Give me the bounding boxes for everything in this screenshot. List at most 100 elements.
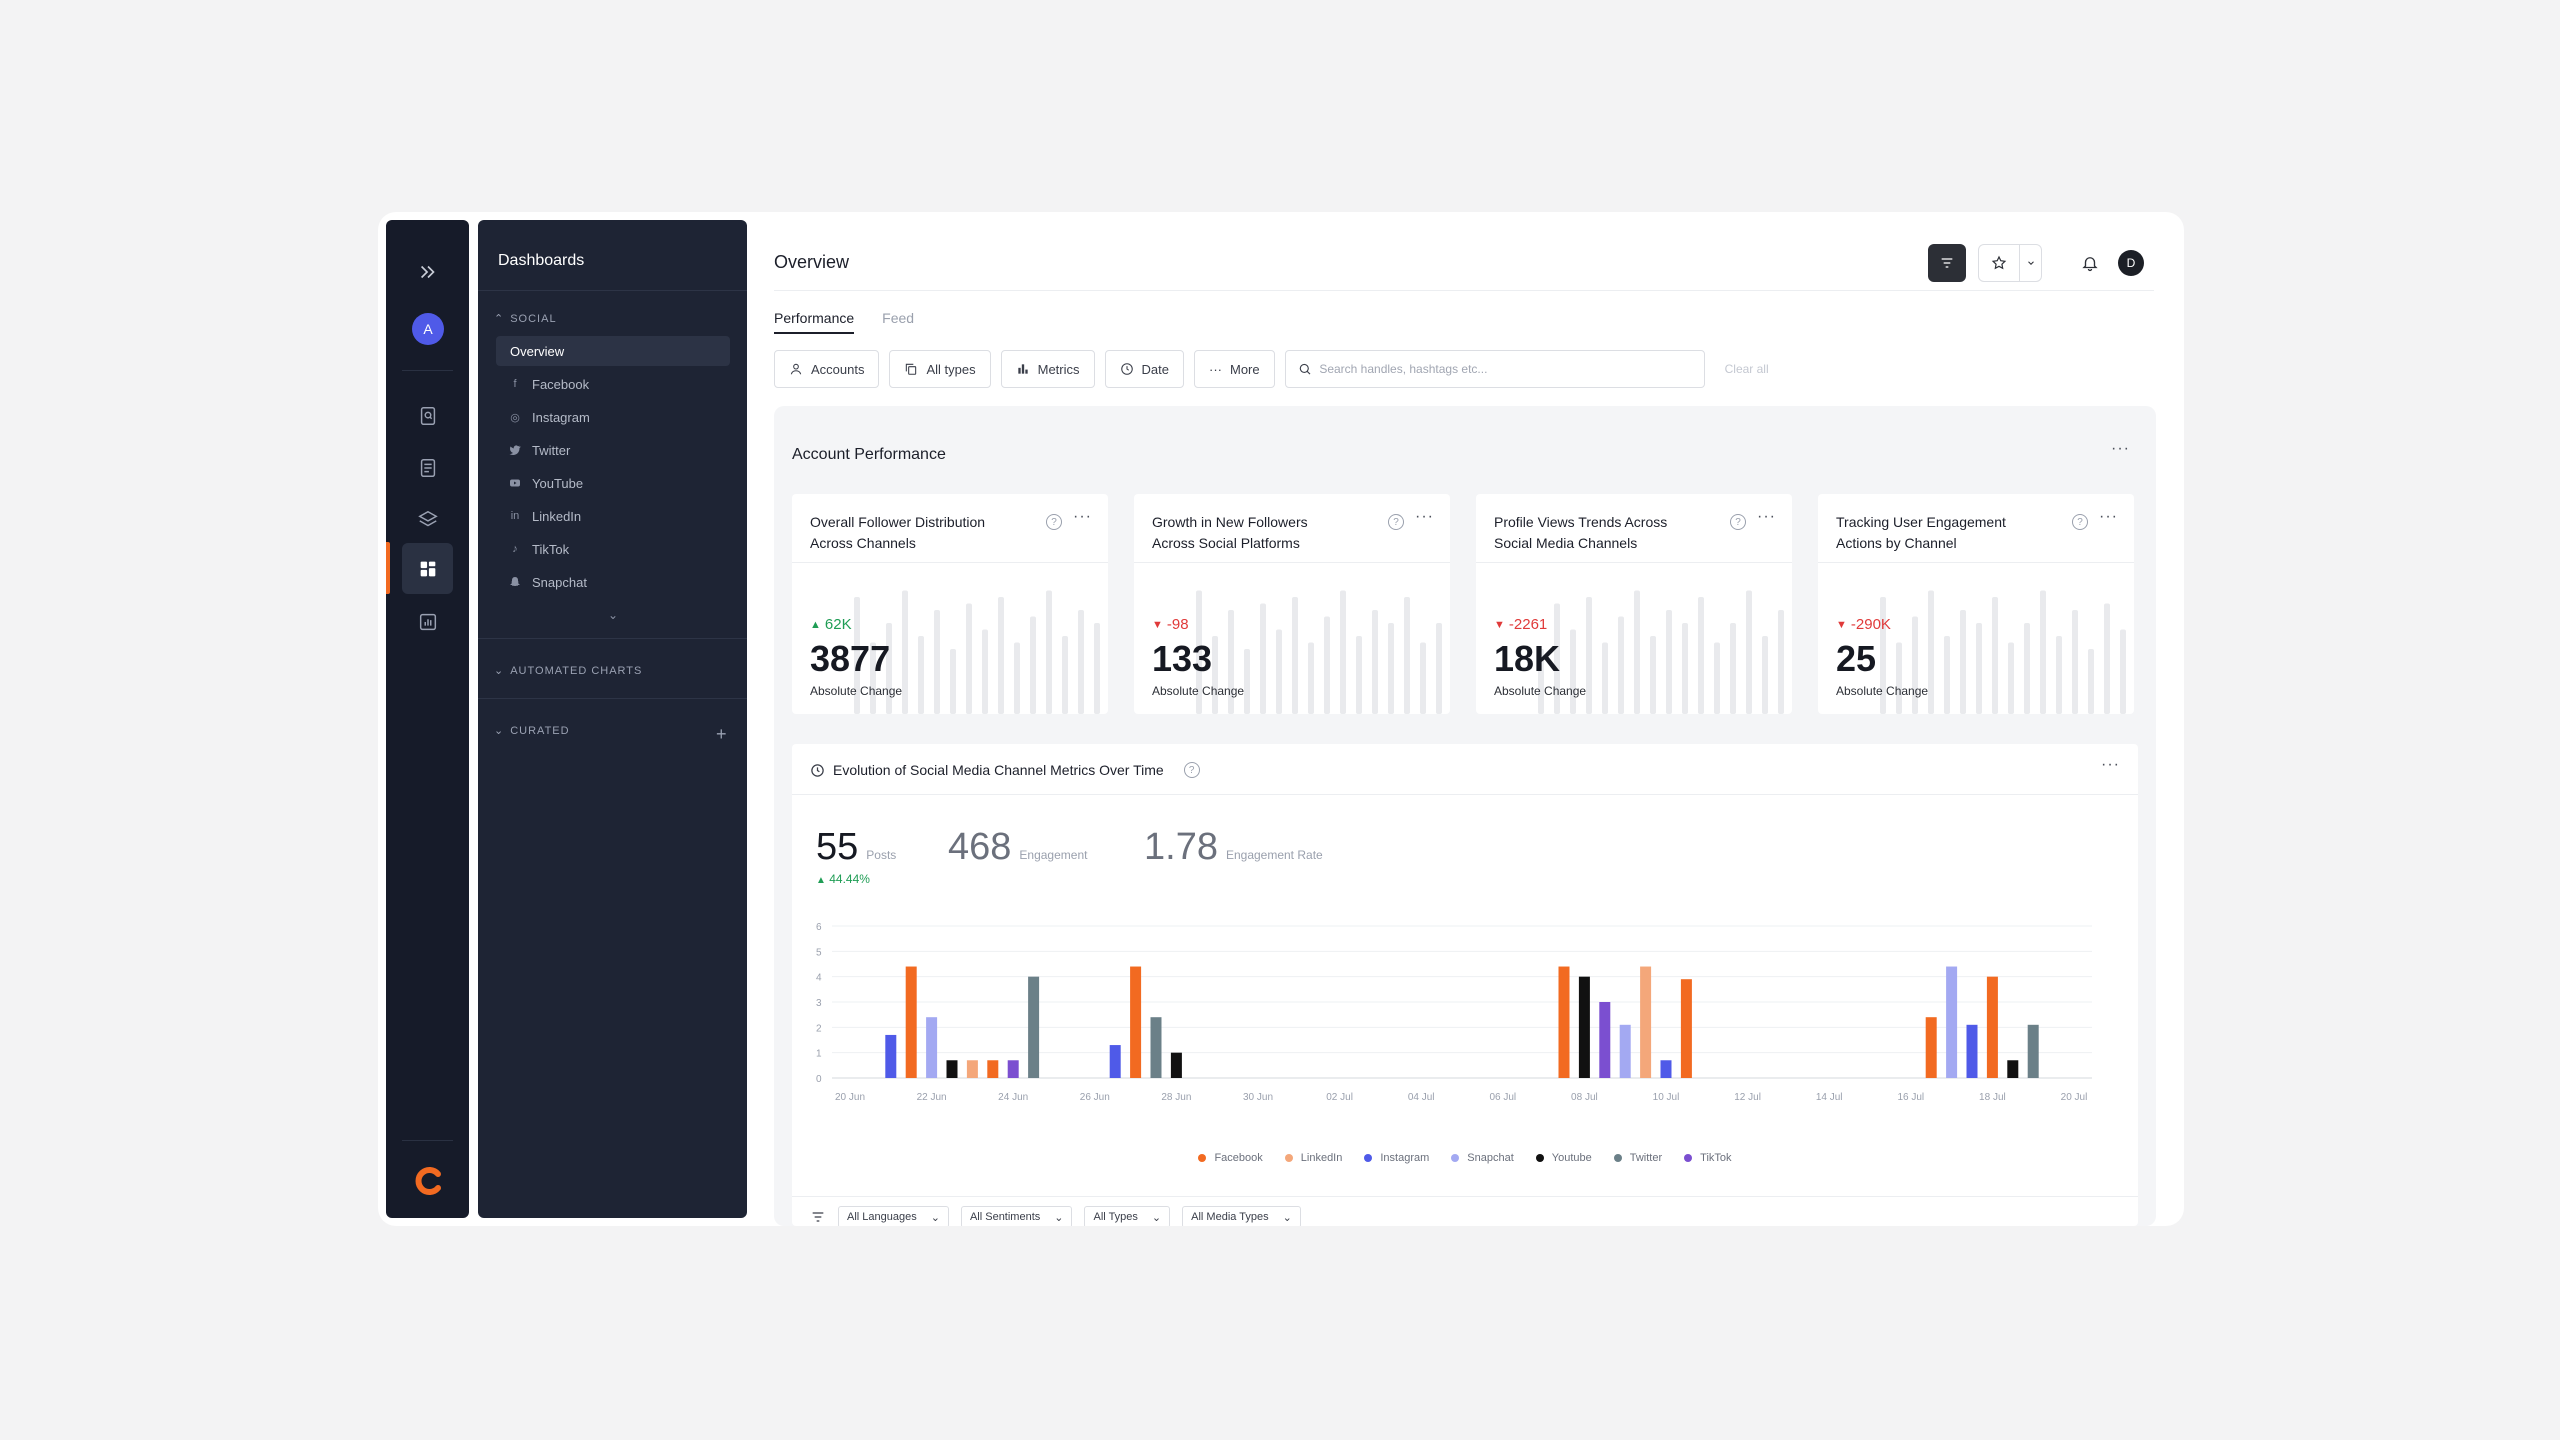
bar-instagram[interactable] xyxy=(1966,1024,1978,1078)
tab-performance[interactable]: Performance xyxy=(774,310,855,334)
ellipsis-icon: ··· xyxy=(1208,361,1222,377)
help-icon[interactable]: ? xyxy=(1046,514,1062,530)
user-avatar[interactable]: D xyxy=(2118,250,2144,276)
chevron-down-icon[interactable] xyxy=(2019,245,2041,281)
filter-icon[interactable] xyxy=(810,1209,826,1225)
sidebar-item-facebook[interactable]: f Facebook xyxy=(496,369,730,399)
layers-icon[interactable] xyxy=(402,494,453,545)
decorative-bar xyxy=(1960,610,1966,714)
bar-facebook[interactable] xyxy=(987,1060,999,1078)
clock-icon xyxy=(811,763,824,777)
decorative-bar xyxy=(1436,623,1442,714)
sentiments-select[interactable]: All Sentiments ⌄ xyxy=(960,1206,1073,1226)
bar-snapchat[interactable] xyxy=(1619,1024,1631,1078)
bar-instagram[interactable] xyxy=(1109,1045,1121,1078)
bar-instagram[interactable] xyxy=(1660,1060,1672,1078)
legend-item-tiktok[interactable]: TikTok xyxy=(1684,1152,1732,1164)
legend-item-facebook[interactable]: Facebook xyxy=(1198,1152,1263,1164)
bar-youtube[interactable] xyxy=(1578,976,1590,1078)
divider xyxy=(478,290,747,291)
bar-facebook[interactable] xyxy=(1558,966,1570,1078)
divider xyxy=(1476,562,1792,563)
workspace-avatar[interactable]: A xyxy=(412,313,444,345)
add-curated-icon[interactable]: + xyxy=(716,724,727,744)
legend-item-linkedin[interactable]: LinkedIn xyxy=(1284,1152,1342,1164)
types-select[interactable]: All Types ⌄ xyxy=(1084,1206,1171,1226)
bar-twitter[interactable] xyxy=(1150,1017,1162,1078)
legend-item-youtube[interactable]: Youtube xyxy=(1535,1152,1592,1164)
search-box[interactable] xyxy=(1284,350,1705,388)
help-icon[interactable]: ? xyxy=(1183,762,1200,778)
bar-facebook[interactable] xyxy=(1130,966,1142,1078)
bar-youtube[interactable] xyxy=(946,1060,958,1078)
bar-youtube[interactable] xyxy=(2007,1060,2019,1078)
y-tick-label: 2 xyxy=(816,1023,822,1034)
section-automated-charts[interactable]: ⌄ AUTOMATED CHARTS xyxy=(494,664,643,678)
sidebar-item-tiktok[interactable]: ♪ TikTok xyxy=(496,534,730,564)
date-filter-button[interactable]: Date xyxy=(1104,350,1184,388)
metric-card[interactable]: Growth in New Followers Across Social Pl… xyxy=(1134,494,1450,714)
tab-feed[interactable]: Feed xyxy=(882,310,915,326)
sidebar-item-snapchat[interactable]: Snapchat xyxy=(496,567,730,597)
bar-youtube[interactable] xyxy=(1170,1052,1182,1078)
show-more-chevron-icon[interactable]: ⌄ xyxy=(608,608,619,622)
legend-item-snapchat[interactable]: Snapchat xyxy=(1451,1152,1514,1164)
legend-item-instagram[interactable]: Instagram xyxy=(1364,1152,1429,1164)
card-menu-icon[interactable]: ··· xyxy=(1073,508,1092,525)
metric-card[interactable]: Tracking User Engagement Actions by Chan… xyxy=(1818,494,2134,714)
document-icon[interactable] xyxy=(402,442,453,493)
metric-card[interactable]: Profile Views Trends Across Social Media… xyxy=(1476,494,1792,714)
bar-twitter[interactable] xyxy=(2027,1024,2039,1078)
sidebar-item-youtube[interactable]: YouTube xyxy=(496,468,730,498)
panel-menu-icon[interactable]: ··· xyxy=(2111,440,2130,457)
bell-icon[interactable] xyxy=(2074,247,2106,279)
metric-card[interactable]: Overall Follower Distribution Across Cha… xyxy=(792,494,1108,714)
section-social[interactable]: ⌃ SOCIAL xyxy=(494,312,557,326)
bar-twitter[interactable] xyxy=(1028,976,1040,1078)
bar-facebook[interactable] xyxy=(1680,979,1692,1078)
media-types-select[interactable]: All Media Types ⌄ xyxy=(1182,1206,1301,1226)
sidebar-item-linkedin[interactable]: in LinkedIn xyxy=(496,501,730,531)
chevron-down-icon: ⌄ xyxy=(494,725,505,737)
bar-tiktok[interactable] xyxy=(1599,1002,1611,1078)
chevron-down-icon: ⌄ xyxy=(930,1211,940,1224)
decorative-bar xyxy=(1746,590,1752,714)
reports-icon[interactable] xyxy=(402,596,453,647)
more-filter-button[interactable]: ··· More xyxy=(1193,350,1275,388)
bar-snapchat[interactable] xyxy=(1946,966,1958,1078)
clear-all-link[interactable]: Clear all xyxy=(1724,362,1769,376)
card-menu-icon[interactable]: ··· xyxy=(1757,508,1776,525)
search-doc-icon[interactable] xyxy=(402,390,453,441)
card-menu-icon[interactable]: ··· xyxy=(2099,508,2118,525)
bar-linkedin[interactable] xyxy=(1640,966,1652,1078)
card-menu-icon[interactable]: ··· xyxy=(1415,508,1434,525)
help-icon[interactable]: ? xyxy=(2072,514,2088,530)
types-filter-button[interactable]: All types xyxy=(889,350,991,388)
bar-facebook[interactable] xyxy=(905,966,917,1078)
sidebar-item-twitter[interactable]: Twitter xyxy=(496,435,730,465)
help-icon[interactable]: ? xyxy=(1388,514,1404,530)
legend-item-twitter[interactable]: Twitter xyxy=(1613,1152,1662,1164)
search-input[interactable] xyxy=(1319,362,1692,376)
languages-select[interactable]: All Languages ⌄ xyxy=(838,1206,949,1226)
bar-linkedin[interactable] xyxy=(966,1060,978,1078)
legend-swatch xyxy=(1451,1154,1460,1162)
help-icon[interactable]: ? xyxy=(1730,514,1746,530)
section-curated[interactable]: ⌄ CURATED xyxy=(494,724,570,738)
metrics-filter-button[interactable]: Metrics xyxy=(1000,350,1095,388)
sidebar-item-instagram[interactable]: ◎ Instagram xyxy=(496,402,730,432)
accounts-filter-button[interactable]: Accounts xyxy=(774,350,880,388)
expand-icon[interactable] xyxy=(402,246,453,297)
filter-button[interactable] xyxy=(1928,244,1966,282)
dashboard-icon[interactable] xyxy=(402,543,453,594)
bar-instagram[interactable] xyxy=(885,1034,897,1078)
sidebar-item-overview[interactable]: Overview xyxy=(496,336,730,366)
bar-facebook[interactable] xyxy=(1986,976,1998,1078)
bar-tiktok[interactable] xyxy=(1007,1060,1019,1078)
star-icon[interactable] xyxy=(1979,245,2019,281)
bar-snapchat[interactable] xyxy=(926,1017,938,1078)
evolution-menu-icon[interactable]: ··· xyxy=(2101,756,2120,773)
favorite-split-button[interactable] xyxy=(1978,244,2042,282)
x-tick-label: 20 Jul xyxy=(2061,1092,2088,1103)
bar-facebook[interactable] xyxy=(1925,1017,1937,1078)
